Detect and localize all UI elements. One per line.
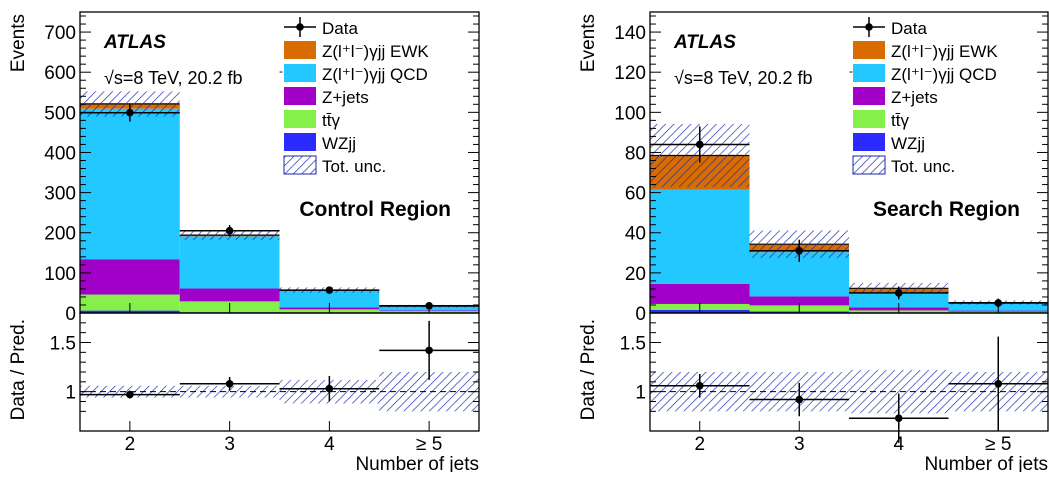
y-tick-label: 40 [625,224,646,245]
legend-label: WZjj [322,134,356,153]
energy-lumi-label: √s=8 TeV, 20.2 fb [104,68,243,88]
legend-swatch [853,133,885,151]
legend-swatch [853,64,885,82]
x-tick-label: 4 [893,434,904,455]
y-tick-label: 120 [614,63,646,84]
data-point [696,141,704,149]
legend-swatch [284,64,316,82]
legend-label: tt̄γ [322,111,340,130]
y-tick-label: 300 [44,184,76,205]
bar-segment [80,109,180,260]
legend-swatch [284,87,316,105]
legend-swatch [853,110,885,128]
region-label: Search Region [873,198,1020,221]
legend-label: Data [891,19,927,38]
y-tick-label: 400 [44,143,76,164]
legend-hatch-swatch [853,156,885,174]
data-point [795,247,803,255]
ratio-point [126,391,134,399]
legend-label: Z(l⁺l⁻)γjj EWK [322,42,429,61]
y-tick-label: 700 [44,23,76,44]
y-tick-label: 500 [44,103,76,124]
ratio-point [226,380,234,388]
ratio-y-tick-label: 1 [635,383,646,404]
y-tick-label: 0 [635,304,646,325]
x-tick-label: 3 [794,434,805,455]
legend-label: Tot. unc. [891,157,955,176]
x-tick-label: 2 [125,434,136,455]
ratio-point [795,396,803,404]
legend-marker [865,23,873,31]
legend-label: Tot. unc. [322,157,386,176]
energy-lumi-label: √s=8 TeV, 20.2 fb [674,68,813,88]
legend-label: WZjj [891,134,925,153]
x-axis-label: Number of jets [924,454,1048,472]
x-axis-label: Number of jets [355,454,479,472]
y-tick-label: 200 [44,224,76,245]
y-tick-label: 600 [44,63,76,84]
experiment-label: ATLAS [103,32,166,53]
x-tick-label: 3 [224,434,235,455]
y-axis-label: Events [578,14,599,72]
ratio-point [326,385,334,393]
y-axis-label: Events [8,14,29,72]
legend-label: Z+jets [322,88,369,107]
ratio-point [425,347,433,355]
ratio-y-tick-label: 1.5 [50,334,76,355]
ratio-point [994,380,1002,388]
bar-segment [180,289,280,302]
legend-marker [296,23,304,31]
ratio-y-tick-label: 1 [65,383,76,404]
y-tick-label: 100 [614,103,646,124]
legend-swatch [284,133,316,151]
y-tick-label: 100 [44,264,76,285]
legend-swatch [853,41,885,59]
ratio-y-axis-label: Data / Pred. [8,319,29,420]
data-point [326,286,334,294]
bar-segment [180,236,280,288]
ratio-point [895,414,903,422]
y-tick-label: 60 [625,184,646,205]
bar-segment [650,284,750,304]
legend-swatch [284,41,316,59]
legend-label: Z+jets [891,88,938,107]
legend-label: Data [322,19,358,38]
y-tick-label: 20 [625,264,646,285]
legend-label: tt̄γ [891,111,909,130]
legend-swatch [284,110,316,128]
ratio-y-axis-label: Data / Pred. [578,319,599,420]
data-point [895,289,903,297]
data-point [126,109,134,117]
y-tick-label: 140 [614,23,646,44]
x-tick-label: 2 [694,434,705,455]
y-tick-label: 80 [625,143,646,164]
x-tick-label: 4 [324,434,335,455]
ratio-point [696,382,704,390]
bar-segment [80,259,180,294]
x-tick-label: ≥ 5 [985,434,1011,455]
data-point [226,227,234,235]
experiment-label: ATLAS [673,32,736,53]
ratio-y-tick-label: 1.5 [620,334,646,355]
legend-swatch [853,87,885,105]
x-tick-label: ≥ 5 [416,434,442,455]
bar-segment [650,190,750,284]
legend-label: Z(l⁺l⁻)γjj QCD [891,65,997,84]
legend-label: Z(l⁺l⁻)γjj QCD [322,65,428,84]
y-tick-label: 0 [65,304,76,325]
legend-hatch-swatch [284,156,316,174]
legend-label: Z(l⁺l⁻)γjj EWK [891,42,998,61]
region-label: Control Region [299,198,451,221]
